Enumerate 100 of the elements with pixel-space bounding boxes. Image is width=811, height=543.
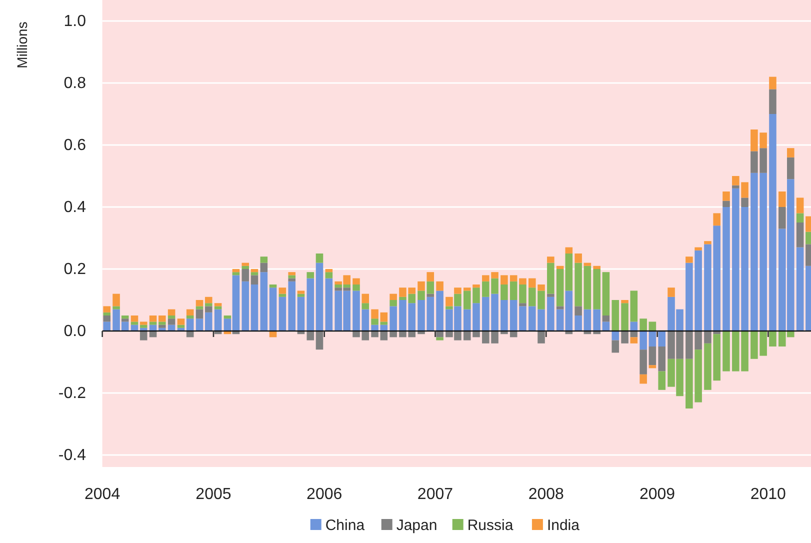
bar (371, 324, 378, 331)
bar (158, 322, 166, 325)
bar (204, 303, 212, 306)
bar (500, 300, 508, 331)
bar (260, 256, 268, 263)
bar (593, 269, 600, 310)
bar (722, 192, 730, 201)
bar (694, 247, 702, 250)
bar (574, 254, 582, 263)
y-tick-label: -0.4 (58, 447, 86, 464)
bar (436, 331, 444, 338)
y-tick-label: 0.8 (64, 75, 86, 92)
bar (722, 207, 730, 331)
bar (602, 316, 610, 322)
bar (214, 309, 222, 331)
bar (538, 331, 545, 344)
bar (168, 318, 176, 325)
bar (214, 306, 222, 310)
bar (796, 198, 804, 214)
bar (648, 322, 656, 331)
bar (260, 262, 268, 272)
bar (769, 76, 776, 90)
bar (547, 256, 554, 263)
bar (640, 331, 647, 350)
y-tick-label: 0.0 (64, 323, 86, 340)
bar (232, 272, 240, 276)
bar (500, 275, 508, 284)
bar (547, 262, 554, 294)
x-tick-label: 2009 (639, 486, 676, 503)
bar (196, 306, 204, 310)
bar (250, 272, 258, 276)
bar (288, 272, 296, 276)
bar (306, 272, 314, 278)
bar (242, 269, 250, 282)
y-tick-label: 1.0 (64, 13, 86, 30)
y-tick-label: 0.6 (64, 137, 86, 154)
y-axis-title: Millions (14, 22, 30, 68)
bar (103, 312, 110, 316)
bar (787, 157, 794, 180)
bar (196, 300, 204, 306)
bar (741, 198, 748, 207)
bar (103, 316, 110, 322)
bar (648, 331, 656, 346)
bar (297, 294, 305, 297)
bar (204, 296, 212, 304)
bar (186, 309, 194, 316)
bar (288, 281, 296, 331)
bar (390, 306, 397, 331)
bar (224, 316, 232, 319)
x-tick-label: 2010 (750, 486, 786, 503)
bar (149, 316, 157, 322)
bar (306, 331, 314, 340)
bar (214, 303, 222, 306)
y-tick-label: 0.2 (64, 261, 86, 278)
legend-label: Japan (396, 517, 438, 534)
bar (204, 312, 212, 331)
legend-label: China (325, 517, 366, 534)
bar (325, 278, 333, 331)
bar (621, 300, 628, 304)
bar (769, 89, 776, 114)
bar (612, 331, 620, 340)
bar (612, 300, 620, 331)
bar (640, 318, 647, 331)
bar (278, 296, 286, 331)
legend-label: India (546, 517, 580, 534)
bar (769, 114, 776, 331)
bar (446, 296, 453, 306)
bar (732, 185, 740, 188)
bar (574, 306, 582, 316)
y-tick-label: -0.2 (58, 385, 86, 402)
bar (621, 303, 628, 331)
bar (584, 309, 592, 331)
bar (648, 365, 656, 368)
bar (158, 316, 166, 322)
legend-label: Russia (467, 517, 514, 534)
bar (278, 294, 286, 297)
bar (362, 294, 370, 304)
bar (380, 331, 388, 340)
bar (140, 331, 148, 340)
bar (574, 262, 582, 306)
bar (787, 148, 794, 158)
bar (390, 300, 397, 306)
bar (232, 269, 240, 272)
bar (658, 371, 666, 390)
bar (112, 294, 120, 306)
bar (436, 290, 444, 331)
bar (149, 322, 157, 325)
bar (436, 337, 444, 340)
bar (204, 306, 212, 312)
bar (177, 318, 185, 325)
bar (140, 322, 148, 325)
bar (250, 269, 258, 272)
bar (168, 309, 176, 316)
bar (630, 290, 638, 322)
bar (140, 324, 148, 328)
bar (556, 306, 564, 310)
bar (242, 262, 250, 266)
bar (713, 213, 720, 226)
bar (278, 288, 286, 294)
bar (658, 331, 666, 346)
